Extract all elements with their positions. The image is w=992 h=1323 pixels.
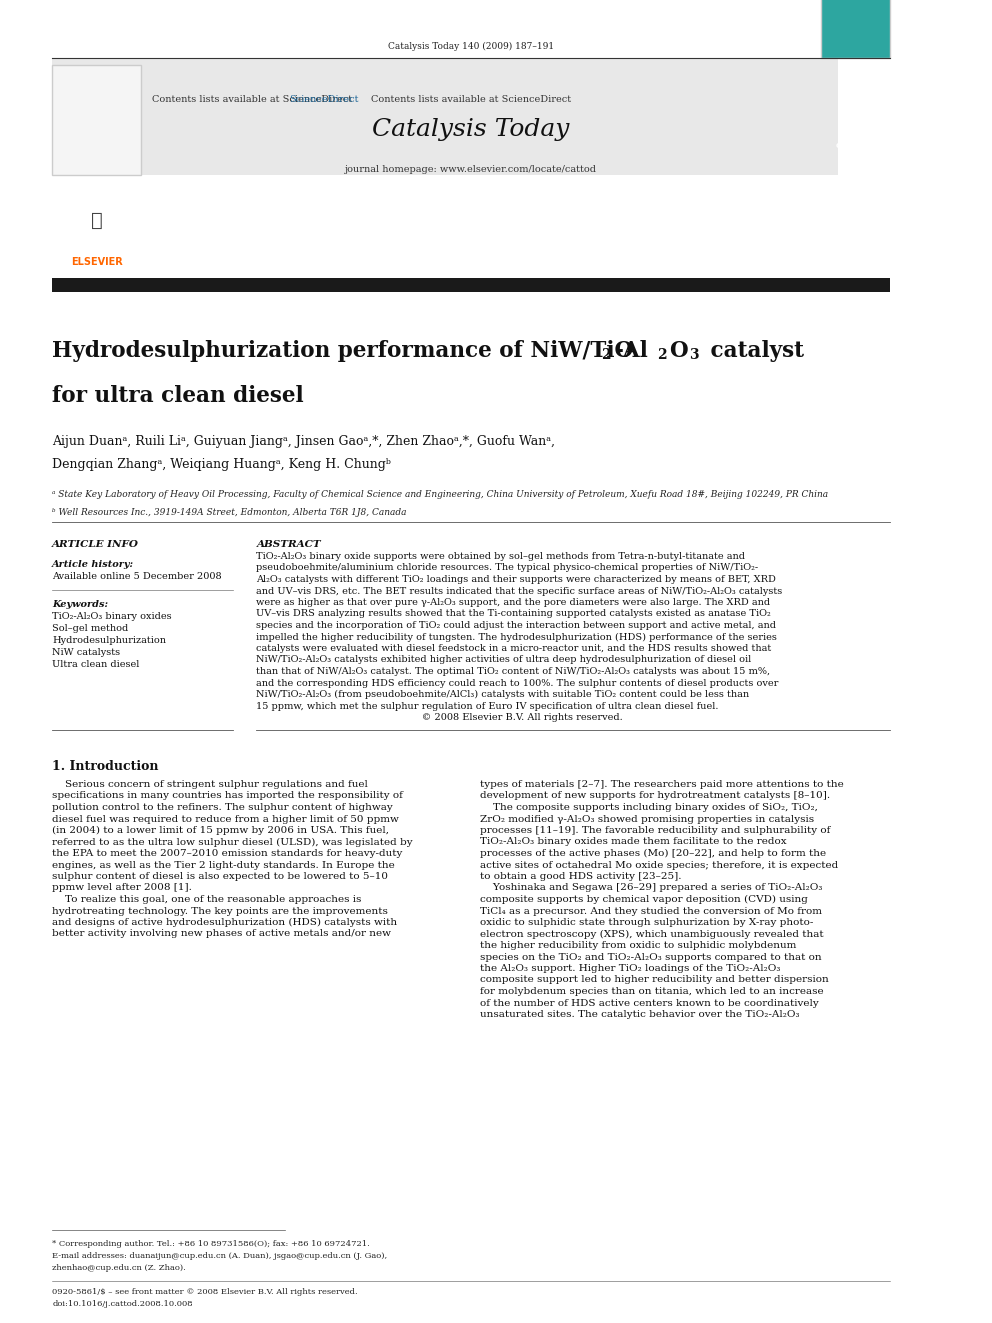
Text: Serious concern of stringent sulphur regulations and fuel: Serious concern of stringent sulphur reg… [53,781,368,789]
Text: UV–vis DRS analyzing results showed that the Ti-containing supported catalysts e: UV–vis DRS analyzing results showed that… [256,610,771,618]
Text: journal homepage: www.elsevier.com/locate/cattod: journal homepage: www.elsevier.com/locat… [345,165,597,175]
Text: ᵇ Well Resources Inc., 3919-149A Street, Edmonton, Alberta T6R 1J8, Canada: ᵇ Well Resources Inc., 3919-149A Street,… [53,508,407,517]
Text: * Corresponding author. Tel.: +86 10 89731586(O); fax: +86 10 69724721.: * Corresponding author. Tel.: +86 10 897… [53,1240,370,1248]
Text: pseudoboehmite/aluminium chloride resources. The typical physico-chemical proper: pseudoboehmite/aluminium chloride resour… [256,564,759,573]
Text: than that of NiW/Al₂O₃ catalyst. The optimal TiO₂ content of NiW/TiO₂-Al₂O₃ cata: than that of NiW/Al₂O₃ catalyst. The opt… [256,667,771,676]
Text: The composite supports including binary oxides of SiO₂, TiO₂,: The composite supports including binary … [479,803,817,812]
Text: Catalysis Today: Catalysis Today [372,118,569,142]
Text: NiW catalysts: NiW catalysts [53,648,120,658]
Text: of the number of HDS active centers known to be coordinatively: of the number of HDS active centers know… [479,999,818,1008]
Text: Article history:: Article history: [53,560,134,569]
Text: 2: 2 [657,348,667,363]
Bar [53,65,141,175]
Text: 1. Introduction: 1. Introduction [53,759,159,773]
Text: referred to as the ultra low sulphur diesel (ULSD), was legislated by: referred to as the ultra low sulphur die… [53,837,413,847]
Text: electron spectroscopy (XPS), which unambiguously revealed that: electron spectroscopy (XPS), which unamb… [479,930,823,938]
Text: Ultra clean diesel: Ultra clean diesel [53,660,140,669]
Text: TiO₂-Al₂O₃ binary oxides made them facilitate to the redox: TiO₂-Al₂O₃ binary oxides made them facil… [479,837,787,847]
Text: Sol–gel method: Sol–gel method [53,624,129,632]
Text: for ultra clean diesel: for ultra clean diesel [53,385,304,407]
Text: Hydrodesulphurization: Hydrodesulphurization [53,636,167,646]
Text: Aijun Duanᵃ, Ruili Liᵃ, Guiyuan Jiangᵃ, Jinsen Gaoᵃ,*, Zhen Zhaoᵃ,*, Guofu Wanᵃ,: Aijun Duanᵃ, Ruili Liᵃ, Guiyuan Jiangᵃ, … [53,435,556,448]
Text: (in 2004) to a lower limit of 15 ppmw by 2006 in USA. This fuel,: (in 2004) to a lower limit of 15 ppmw by… [53,826,389,835]
Text: CATALYSIS
TODAY: CATALYSIS TODAY [835,143,876,156]
Text: the higher reducibility from oxidic to sulphidic molybdenum: the higher reducibility from oxidic to s… [479,941,796,950]
Text: Dengqian Zhangᵃ, Weiqiang Huangᵃ, Keng H. Chungᵇ: Dengqian Zhangᵃ, Weiqiang Huangᵃ, Keng H… [53,458,391,471]
Text: Contents lists available at ScienceDirect: Contents lists available at ScienceDirec… [152,95,352,105]
Text: types of materials [2–7]. The researchers paid more attentions to the: types of materials [2–7]. The researcher… [479,781,843,789]
Text: ARTICLE INFO: ARTICLE INFO [53,540,139,549]
Text: zhenhao@cup.edu.cn (Z. Zhao).: zhenhao@cup.edu.cn (Z. Zhao). [53,1263,186,1271]
Text: 🌳: 🌳 [91,210,103,229]
Text: ppmw level after 2008 [1].: ppmw level after 2008 [1]. [53,884,192,893]
Bar [53,278,890,292]
Text: catalyst: catalyst [702,340,804,363]
Text: TiO₂-Al₂O₃ binary oxides: TiO₂-Al₂O₃ binary oxides [53,613,172,620]
Text: Hydrodesulphurization performance of NiW/TiO: Hydrodesulphurization performance of NiW… [53,340,633,363]
Text: To realize this goal, one of the reasonable approaches is: To realize this goal, one of the reasona… [53,894,362,904]
Text: ScienceDirect: ScienceDirect [289,95,358,105]
Text: unsaturated sites. The catalytic behavior over the TiO₂-Al₂O₃: unsaturated sites. The catalytic behavio… [479,1009,800,1019]
Text: for molybdenum species than on titania, which led to an increase: for molybdenum species than on titania, … [479,987,823,996]
Text: © 2008 Elsevier B.V. All rights reserved.: © 2008 Elsevier B.V. All rights reserved… [256,713,623,722]
Text: pollution control to the refiners. The sulphur content of highway: pollution control to the refiners. The s… [53,803,393,812]
Text: development of new supports for hydrotreatment catalysts [8–10].: development of new supports for hydrotre… [479,791,829,800]
Text: 3: 3 [689,348,699,363]
Text: 15 ppmw, which met the sulphur regulation of Euro IV specification of ultra clea: 15 ppmw, which met the sulphur regulatio… [256,701,719,710]
Text: -Al: -Al [615,340,649,363]
Text: Contents lists available at ScienceDirect: Contents lists available at ScienceDirec… [371,95,571,105]
Text: composite supports by chemical vapor deposition (CVD) using: composite supports by chemical vapor dep… [479,894,807,904]
Text: active sites of octahedral Mo oxide species; therefore, it is expected: active sites of octahedral Mo oxide spec… [479,860,838,869]
Text: better activity involving new phases of active metals and/or new: better activity involving new phases of … [53,930,391,938]
Text: impelled the higher reducibility of tungsten. The hydrodesulphurization (HDS) pe: impelled the higher reducibility of tung… [256,632,778,642]
Text: composite support led to higher reducibility and better dispersion: composite support led to higher reducibi… [479,975,828,984]
Text: Keywords:: Keywords: [53,601,108,609]
Text: Yoshinaka and Segawa [26–29] prepared a series of TiO₂-Al₂O₃: Yoshinaka and Segawa [26–29] prepared a … [479,884,822,893]
Bar [53,58,837,175]
Text: E-mail addresses: duanaijun@cup.edu.cn (A. Duan), jsgao@cup.edu.cn (J. Gao),: E-mail addresses: duanaijun@cup.edu.cn (… [53,1252,387,1259]
Text: ELSEVIER: ELSEVIER [71,257,123,267]
Text: were as higher as that over pure γ-Al₂O₃ support, and the pore diameters were al: were as higher as that over pure γ-Al₂O₃… [256,598,771,607]
Text: Available online 5 December 2008: Available online 5 December 2008 [53,572,222,581]
Text: hydrotreating technology. The key points are the improvements: hydrotreating technology. The key points… [53,906,388,916]
Text: the EPA to meet the 2007–2010 emission standards for heavy-duty: the EPA to meet the 2007–2010 emission s… [53,849,403,859]
Text: ZrO₂ modified γ-Al₂O₃ showed promising properties in catalysis: ZrO₂ modified γ-Al₂O₃ showed promising p… [479,815,813,823]
Bar [821,0,890,58]
Text: 0920-5861/$ – see front matter © 2008 Elsevier B.V. All rights reserved.: 0920-5861/$ – see front matter © 2008 El… [53,1289,358,1297]
Text: 2: 2 [601,348,611,363]
Text: doi:10.1016/j.cattod.2008.10.008: doi:10.1016/j.cattod.2008.10.008 [53,1301,192,1308]
Text: species on the TiO₂ and TiO₂-Al₂O₃ supports compared to that on: species on the TiO₂ and TiO₂-Al₂O₃ suppo… [479,953,821,962]
Text: processes of the active phases (Mo) [20–22], and help to form the: processes of the active phases (Mo) [20–… [479,849,825,859]
Text: Al₂O₃ catalysts with different TiO₂ loadings and their supports were characteriz: Al₂O₃ catalysts with different TiO₂ load… [256,576,777,583]
Text: and the corresponding HDS efficiency could reach to 100%. The sulphur contents o: and the corresponding HDS efficiency cou… [256,679,779,688]
Text: ᵃ State Key Laboratory of Heavy Oil Processing, Faculty of Chemical Science and : ᵃ State Key Laboratory of Heavy Oil Proc… [53,490,828,499]
Text: TiCl₄ as a precursor. And they studied the conversion of Mo from: TiCl₄ as a precursor. And they studied t… [479,906,821,916]
Text: engines, as well as the Tier 2 light-duty standards. In Europe the: engines, as well as the Tier 2 light-dut… [53,860,395,869]
Text: and UV–vis DRS, etc. The BET results indicated that the specific surface areas o: and UV–vis DRS, etc. The BET results ind… [256,586,783,595]
Text: NiW/TiO₂-Al₂O₃ (from pseudoboehmite/AlCl₃) catalysts with suitable TiO₂ content : NiW/TiO₂-Al₂O₃ (from pseudoboehmite/AlCl… [256,691,750,699]
Text: processes [11–19]. The favorable reducibility and sulphurability of: processes [11–19]. The favorable reducib… [479,826,830,835]
Text: oxidic to sulphidic state through sulphurization by X-ray photo-: oxidic to sulphidic state through sulphu… [479,918,813,927]
Text: diesel fuel was required to reduce from a higher limit of 50 ppmw: diesel fuel was required to reduce from … [53,815,399,823]
Text: Catalysis Today 140 (2009) 187–191: Catalysis Today 140 (2009) 187–191 [388,42,555,52]
Text: specifications in many countries has imported the responsibility of: specifications in many countries has imp… [53,791,403,800]
Text: ABSTRACT: ABSTRACT [256,540,321,549]
Text: NiW/TiO₂-Al₂O₃ catalysts exhibited higher activities of ultra deep hydrodesulphu: NiW/TiO₂-Al₂O₃ catalysts exhibited highe… [256,655,752,664]
Text: species and the incorporation of TiO₂ could adjust the interaction between suppo: species and the incorporation of TiO₂ co… [256,620,777,630]
Text: and designs of active hydrodesulphurization (HDS) catalysts with: and designs of active hydrodesulphurizat… [53,918,398,927]
Text: TiO₂-Al₂O₃ binary oxide supports were obtained by sol–gel methods from Tetra-n-b: TiO₂-Al₂O₃ binary oxide supports were ob… [256,552,745,561]
Text: sulphur content of diesel is also expected to be lowered to 5–10: sulphur content of diesel is also expect… [53,872,388,881]
Text: O: O [670,340,688,363]
Text: catalysts were evaluated with diesel feedstock in a micro-reactor unit, and the : catalysts were evaluated with diesel fee… [256,644,772,654]
Text: the Al₂O₃ support. Higher TiO₂ loadings of the TiO₂-Al₂O₃: the Al₂O₃ support. Higher TiO₂ loadings … [479,964,780,972]
Text: to obtain a good HDS activity [23–25].: to obtain a good HDS activity [23–25]. [479,872,682,881]
